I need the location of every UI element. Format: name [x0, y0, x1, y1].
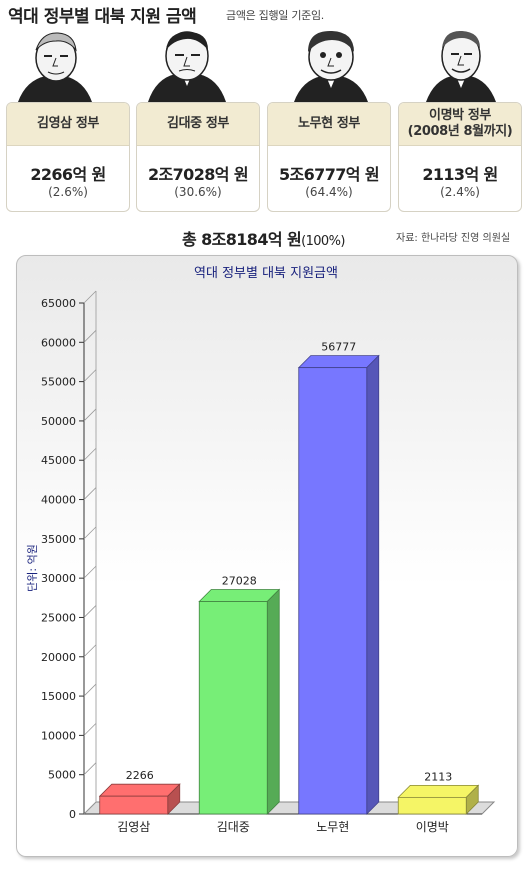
- bar-value-label: 2113: [424, 770, 452, 783]
- card-name: 김영삼 정부: [37, 116, 99, 131]
- x-tick-label: 이명박: [416, 820, 449, 834]
- y-tick-label: 55000: [41, 376, 76, 389]
- x-tick-label: 김대중: [217, 820, 250, 834]
- card-amount: 2조7028억 원: [148, 165, 249, 184]
- y-tick-depth: [83, 723, 97, 736]
- x-tick-label: 김영삼: [117, 820, 150, 834]
- card-name: 김대중 정부: [167, 116, 229, 131]
- y-tick-label: 65000: [41, 297, 76, 310]
- card-title: 김영삼 정부: [7, 103, 129, 146]
- bar: [99, 795, 169, 815]
- bar-top: [98, 783, 181, 797]
- y-tick-depth: [83, 801, 97, 815]
- card-percent: (30.6%): [174, 185, 222, 199]
- chart-title: 역대 정부별 대북 지원금액: [194, 266, 338, 281]
- header-title: 역대 정부별 대북 지원 금액: [8, 7, 197, 27]
- y-tick-label: 10000: [41, 729, 76, 742]
- source-note: 자료: 한나라당 진영 의원실: [396, 233, 511, 244]
- y-tick-depth: [83, 447, 97, 461]
- portrait-roh-moohyun: [294, 30, 368, 102]
- y-tick-label: 0: [69, 808, 76, 821]
- card-percent: (2.6%): [48, 185, 88, 199]
- x-tick-label: 노무현: [316, 820, 349, 834]
- bar-chart: 역대 정부별 대북 지원금액 0 5000 10000 15000 20000 25000 3…: [26, 266, 496, 834]
- bar-top: [297, 355, 380, 369]
- bar: [198, 601, 268, 815]
- total-amount-value: 총 8조8184억 원: [182, 230, 302, 249]
- y-tick-depth: [83, 330, 97, 343]
- y-tick-depth: [83, 762, 97, 775]
- y-tick-label: 60000: [41, 336, 76, 349]
- y-tick-depth: [83, 408, 97, 422]
- bar: [397, 796, 467, 815]
- card-roh-moohyun: 노무현 정부 5조6777억 원 (64.4%): [267, 102, 391, 212]
- y-tick-label: 5000: [48, 769, 76, 782]
- bar-value-label: 56777: [321, 341, 356, 354]
- portrait-kim-daejung: [148, 31, 226, 102]
- total-percent: (100%): [301, 234, 345, 249]
- y-tick-depth: [83, 644, 97, 658]
- card-kim-daejung: 김대중 정부 2조7028억 원 (30.6%): [136, 102, 260, 212]
- card-kim-youngsam: 김영삼 정부 2266억 원 (2.6%): [6, 102, 130, 212]
- y-tick-depth: [83, 605, 97, 618]
- card-percent: (2.4%): [440, 185, 480, 199]
- y-tick-label: 30000: [41, 572, 76, 585]
- card-amount: 2266억 원: [30, 165, 106, 184]
- y-tick-depth: [83, 526, 97, 540]
- bar-top: [397, 784, 480, 798]
- card-title: 이명박 정부 (2008년 8월까지): [399, 103, 521, 146]
- bar: [298, 367, 368, 815]
- portrait-lee-myungbak: [426, 30, 496, 102]
- card-amount: 2113억 원: [422, 165, 498, 184]
- bar-value-label: 27028: [222, 575, 257, 588]
- bar-value-label: 2266: [126, 769, 154, 782]
- y-tick-depth: [83, 369, 97, 382]
- header-note: 금액은 집행일 기준임.: [226, 9, 324, 22]
- y-tick-depth: [83, 683, 97, 697]
- y-tick-depth: [83, 290, 97, 304]
- total-amount: 총 8조8184억 원(100%): [182, 226, 345, 250]
- y-tick-depth: [83, 565, 97, 579]
- card-title: 김대중 정부: [137, 103, 259, 146]
- y-tick-label: 15000: [41, 690, 76, 703]
- portrait-kim-youngsam: [18, 32, 92, 102]
- card-amount: 5조6777억 원: [279, 165, 380, 184]
- y-tick-depth: [83, 487, 97, 500]
- bar-side: [266, 588, 280, 815]
- y-tick-label: 50000: [41, 415, 76, 428]
- y-axis-label: 단위: 억원: [26, 544, 39, 592]
- y-tick-label: 40000: [41, 494, 76, 507]
- card-lee-myungbak: 이명박 정부 (2008년 8월까지) 2113억 원 (2.4%): [398, 102, 522, 212]
- y-tick-label: 25000: [41, 611, 76, 624]
- card-name-sub: (2008년 8월까지): [407, 124, 513, 139]
- card-title: 노무현 정부: [268, 103, 390, 146]
- bar-side: [366, 354, 380, 815]
- y-tick-label: 20000: [41, 651, 76, 664]
- bar-top: [198, 589, 281, 602]
- card-percent: (64.4%): [305, 185, 353, 199]
- y-tick-label: 45000: [41, 454, 76, 467]
- card-name: 이명박 정부: [429, 108, 491, 123]
- y-tick-label: 35000: [41, 533, 76, 546]
- card-name: 노무현 정부: [298, 116, 360, 131]
